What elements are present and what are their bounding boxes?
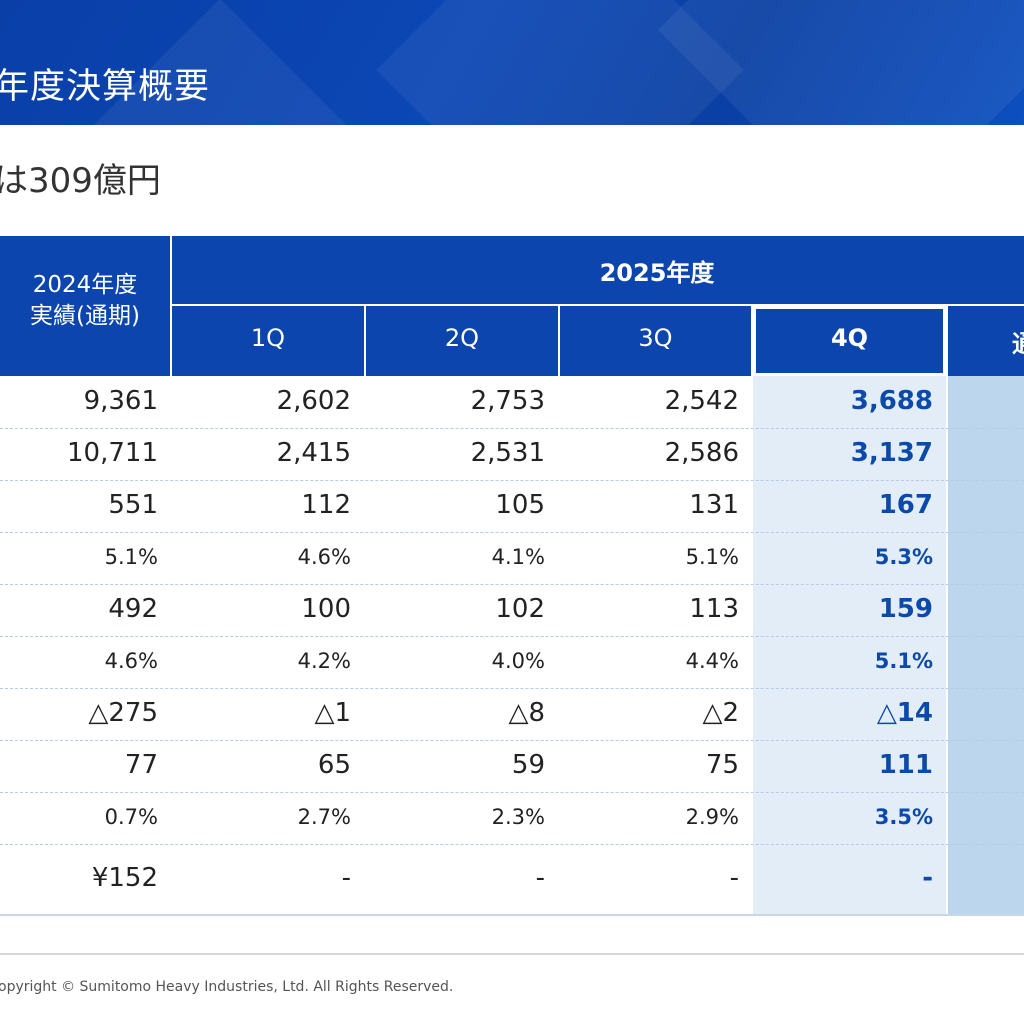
summary-subtitle: は309億円 xyxy=(0,161,161,201)
table-cell-q1: 2,415 xyxy=(276,438,351,469)
table-cell-q3: 5.1% xyxy=(685,545,739,570)
header-prev-year-cell xyxy=(0,236,170,376)
table-cell-q3: 2.9% xyxy=(685,805,739,830)
table-cell-q1: 100 xyxy=(301,594,351,625)
table-cell-q3: 113 xyxy=(689,594,739,625)
table-cell-q1: 4.6% xyxy=(297,545,351,570)
table-cell-q2: 59 xyxy=(511,750,545,781)
table-cell-q4: - xyxy=(922,863,933,894)
quarter-header-fy: 通 xyxy=(1012,324,1024,359)
table-cell-q3: 131 xyxy=(689,490,739,521)
table-cell-prev: 0.7% xyxy=(104,805,158,830)
table-cell-q1: 4.2% xyxy=(297,649,351,674)
quarter-header-1q: 1Q xyxy=(250,324,286,352)
row-divider xyxy=(0,844,1024,845)
table-cell-q1: 2.7% xyxy=(297,805,351,830)
row-divider xyxy=(0,792,1024,793)
table-cell-q4: 5.1% xyxy=(874,649,933,674)
q4-column-bg xyxy=(753,376,946,916)
table-cell-q3: - xyxy=(729,863,739,894)
header-q2-cell xyxy=(366,306,558,376)
table-cell-q1: 112 xyxy=(301,490,351,521)
header-q3-cell xyxy=(560,306,751,376)
table-cell-q1: 65 xyxy=(317,750,351,781)
header-q4-cell xyxy=(753,306,946,376)
table-cell-q1: 2,602 xyxy=(276,386,351,417)
table-cell-prev: 4.6% xyxy=(104,649,158,674)
table-cell-prev: 492 xyxy=(108,594,158,625)
table-cell-prev: 5.1% xyxy=(104,545,158,570)
table-cell-q3: 75 xyxy=(705,750,739,781)
table-cell-q2: △8 xyxy=(508,698,545,729)
table-cell-q3: 2,586 xyxy=(664,438,739,469)
table-cell-q2: 105 xyxy=(495,490,545,521)
table-cell-prev: 10,711 xyxy=(67,438,158,469)
table-cell-q2: - xyxy=(535,863,545,894)
row-divider xyxy=(0,740,1024,741)
table-cell-prev: ¥152 xyxy=(91,863,158,894)
table-cell-q4: 3,688 xyxy=(850,386,933,417)
table-cell-q4: △14 xyxy=(876,698,933,729)
row-divider xyxy=(0,636,1024,637)
table-cell-q2: 102 xyxy=(495,594,545,625)
quarter-header-4q: 4Q xyxy=(830,324,869,352)
table-cell-q1: - xyxy=(341,863,351,894)
table-cell-q3: 4.4% xyxy=(685,649,739,674)
table-cell-q2: 2,531 xyxy=(470,438,545,469)
full-year-column-bg xyxy=(948,376,1024,916)
row-divider xyxy=(0,428,1024,429)
table-cell-q2: 2.3% xyxy=(491,805,545,830)
table-cell-prev: 9,361 xyxy=(83,386,158,417)
prev-year-header: 2024年度 実績(通期) xyxy=(30,272,140,329)
results-table: 2024年度 実績(通期) 2025年度 1Q 2Q 3Q 4Q 通 9,361… xyxy=(0,236,1024,916)
table-bottom-border xyxy=(0,914,1024,916)
table-cell-q1: △1 xyxy=(314,698,351,729)
table-cell-prev: △275 xyxy=(88,698,158,729)
quarter-header-3q: 3Q xyxy=(638,324,673,352)
header-band: 年度決算概要 xyxy=(0,0,1024,125)
table-cell-q4: 159 xyxy=(878,594,933,625)
row-divider xyxy=(0,480,1024,481)
table-cell-prev: 77 xyxy=(124,750,158,781)
quarter-header-2q: 2Q xyxy=(444,324,480,352)
table-cell-q2: 2,753 xyxy=(470,386,545,417)
table-cell-q4: 3,137 xyxy=(850,438,933,469)
current-year-header: 2025年度 xyxy=(599,259,715,287)
table-cell-q2: 4.1% xyxy=(491,545,545,570)
page-title: 年度決算概要 xyxy=(0,67,211,107)
table-cell-q3: △2 xyxy=(702,698,739,729)
footer-divider xyxy=(0,953,1024,955)
row-divider xyxy=(0,532,1024,533)
row-divider xyxy=(0,688,1024,689)
table-cell-q4: 5.3% xyxy=(874,545,933,570)
header-fy-cell xyxy=(948,306,1024,376)
table-cell-q2: 4.0% xyxy=(491,649,545,674)
table-cell-q4: 111 xyxy=(878,750,933,781)
header-current-year-cell xyxy=(172,236,1024,304)
table-cell-q3: 2,542 xyxy=(664,386,739,417)
table-cell-prev: 551 xyxy=(108,490,158,521)
copyright-text: opyright © Sumitomo Heavy Industries, Lt… xyxy=(0,979,454,995)
header-q1-cell xyxy=(172,306,364,376)
table-cell-q4: 3.5% xyxy=(874,805,933,830)
row-divider xyxy=(0,584,1024,585)
table-cell-q4: 167 xyxy=(878,490,933,521)
